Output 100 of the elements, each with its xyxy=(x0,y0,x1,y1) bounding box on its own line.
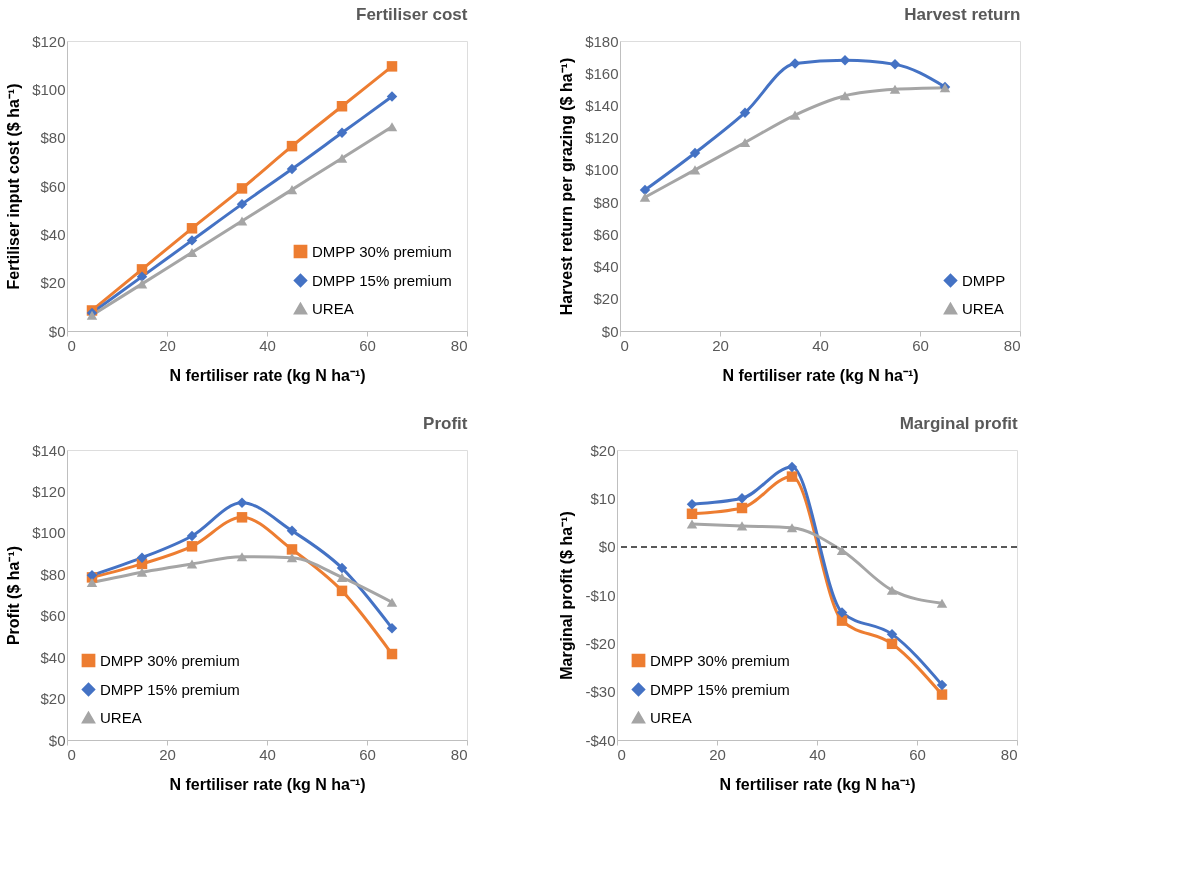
y-tick-label: $80 xyxy=(40,129,66,147)
x-tick-label: 0 xyxy=(67,336,76,354)
y-tick-label: $140 xyxy=(32,441,66,459)
point xyxy=(689,147,701,159)
point xyxy=(786,523,798,533)
x-tick-label: 80 xyxy=(1003,336,1021,354)
y-tick-label: $140 xyxy=(585,96,619,114)
point xyxy=(839,91,851,101)
y-tick-label: $180 xyxy=(585,32,619,50)
y-tick-label: $60 xyxy=(40,177,66,195)
x-tick-label: 0 xyxy=(620,336,629,354)
x-tick-label: 40 xyxy=(809,745,826,763)
point xyxy=(686,508,698,520)
chart-title: Marginal profit xyxy=(899,414,1019,433)
point xyxy=(789,58,801,69)
chart-title: Harvest return xyxy=(904,5,1021,24)
y-tick-label: $0 xyxy=(598,538,616,556)
y-tick-label: $80 xyxy=(593,193,619,211)
point xyxy=(639,184,651,196)
y-tick-label: $10 xyxy=(590,489,616,507)
y-axis-title: Marginal profit ($ ha⁻¹) xyxy=(558,511,576,680)
y-tick-label: $160 xyxy=(585,64,619,82)
y-axis-title: Harvest return per grazing ($ ha⁻¹) xyxy=(558,57,576,316)
y-tick-label: $20 xyxy=(40,690,66,708)
point xyxy=(286,553,298,563)
chart-title: Profit xyxy=(423,414,468,433)
y-tick-label: $40 xyxy=(40,648,66,666)
legend-label: UREA xyxy=(650,708,692,726)
y-tick-label: -$30 xyxy=(585,683,616,701)
y-tick-label: $20 xyxy=(593,290,619,308)
y-tick-label: $0 xyxy=(601,322,619,340)
point xyxy=(286,525,298,537)
y-tick-label: $100 xyxy=(32,524,66,542)
point xyxy=(736,521,748,531)
x-tick-label: 0 xyxy=(67,745,76,763)
point xyxy=(186,235,198,246)
legend-label: DMPP 15% premium xyxy=(312,271,452,289)
legend-label: DMPP 15% premium xyxy=(650,680,790,698)
y-tick-label: $60 xyxy=(593,225,619,243)
y-tick-label: $0 xyxy=(48,731,66,749)
point xyxy=(686,498,698,510)
point xyxy=(336,127,348,139)
point xyxy=(336,585,348,597)
y-axis-title: Profit ($ ha⁻¹) xyxy=(5,545,23,646)
legend-label: UREA xyxy=(962,299,1004,317)
y-tick-label: $100 xyxy=(585,161,619,179)
point xyxy=(186,223,198,234)
point xyxy=(936,679,948,691)
point xyxy=(236,198,248,210)
x-tick-label: 80 xyxy=(1000,745,1018,763)
point xyxy=(786,471,798,482)
point xyxy=(136,567,148,577)
x-tick-label: 40 xyxy=(259,336,276,354)
point xyxy=(786,461,798,473)
point xyxy=(236,216,248,226)
point xyxy=(136,552,148,563)
point xyxy=(886,638,898,650)
point xyxy=(386,61,398,72)
point xyxy=(836,615,848,626)
y-axis-title: Fertiliser input cost ($ ha⁻¹) xyxy=(5,83,23,290)
x-axis-title: N fertiliser rate (kg N ha⁻¹) xyxy=(722,366,919,384)
point xyxy=(686,519,698,529)
point xyxy=(136,279,148,289)
point xyxy=(186,530,198,542)
legend-label: DMPP 30% premium xyxy=(650,651,790,669)
chart-title: Fertiliser cost xyxy=(356,5,468,24)
point xyxy=(936,598,948,608)
x-tick-label: 20 xyxy=(709,745,726,763)
point xyxy=(386,597,398,607)
x-tick-label: 40 xyxy=(259,745,276,763)
x-tick-label: 80 xyxy=(450,336,468,354)
point xyxy=(386,622,398,634)
point xyxy=(236,183,248,194)
point xyxy=(689,165,701,175)
y-tick-label: $0 xyxy=(48,322,66,340)
point xyxy=(886,585,898,595)
y-tick-label: $20 xyxy=(590,441,616,459)
y-tick-label: $60 xyxy=(40,607,66,625)
point xyxy=(286,544,298,555)
y-tick-label: $40 xyxy=(593,258,619,276)
x-tick-label: 20 xyxy=(159,745,176,763)
point xyxy=(336,572,348,582)
point xyxy=(86,578,98,588)
point xyxy=(739,137,751,148)
x-tick-label: 60 xyxy=(912,336,929,354)
y-tick-label: -$10 xyxy=(585,586,616,604)
point xyxy=(236,512,248,523)
x-axis-title: N fertiliser rate (kg N ha⁻¹) xyxy=(169,366,366,384)
legend-label: UREA xyxy=(100,708,142,726)
x-axis-title: N fertiliser rate (kg N ha⁻¹) xyxy=(719,775,916,793)
y-tick-label: $100 xyxy=(32,80,66,98)
legend-label: DMPP 30% premium xyxy=(312,242,452,260)
point xyxy=(336,101,348,112)
point xyxy=(386,122,398,132)
point xyxy=(286,163,298,175)
x-tick-label: 60 xyxy=(359,336,376,354)
point xyxy=(386,91,398,102)
point xyxy=(736,502,748,514)
y-tick-label: $120 xyxy=(32,482,66,500)
point xyxy=(236,497,248,509)
